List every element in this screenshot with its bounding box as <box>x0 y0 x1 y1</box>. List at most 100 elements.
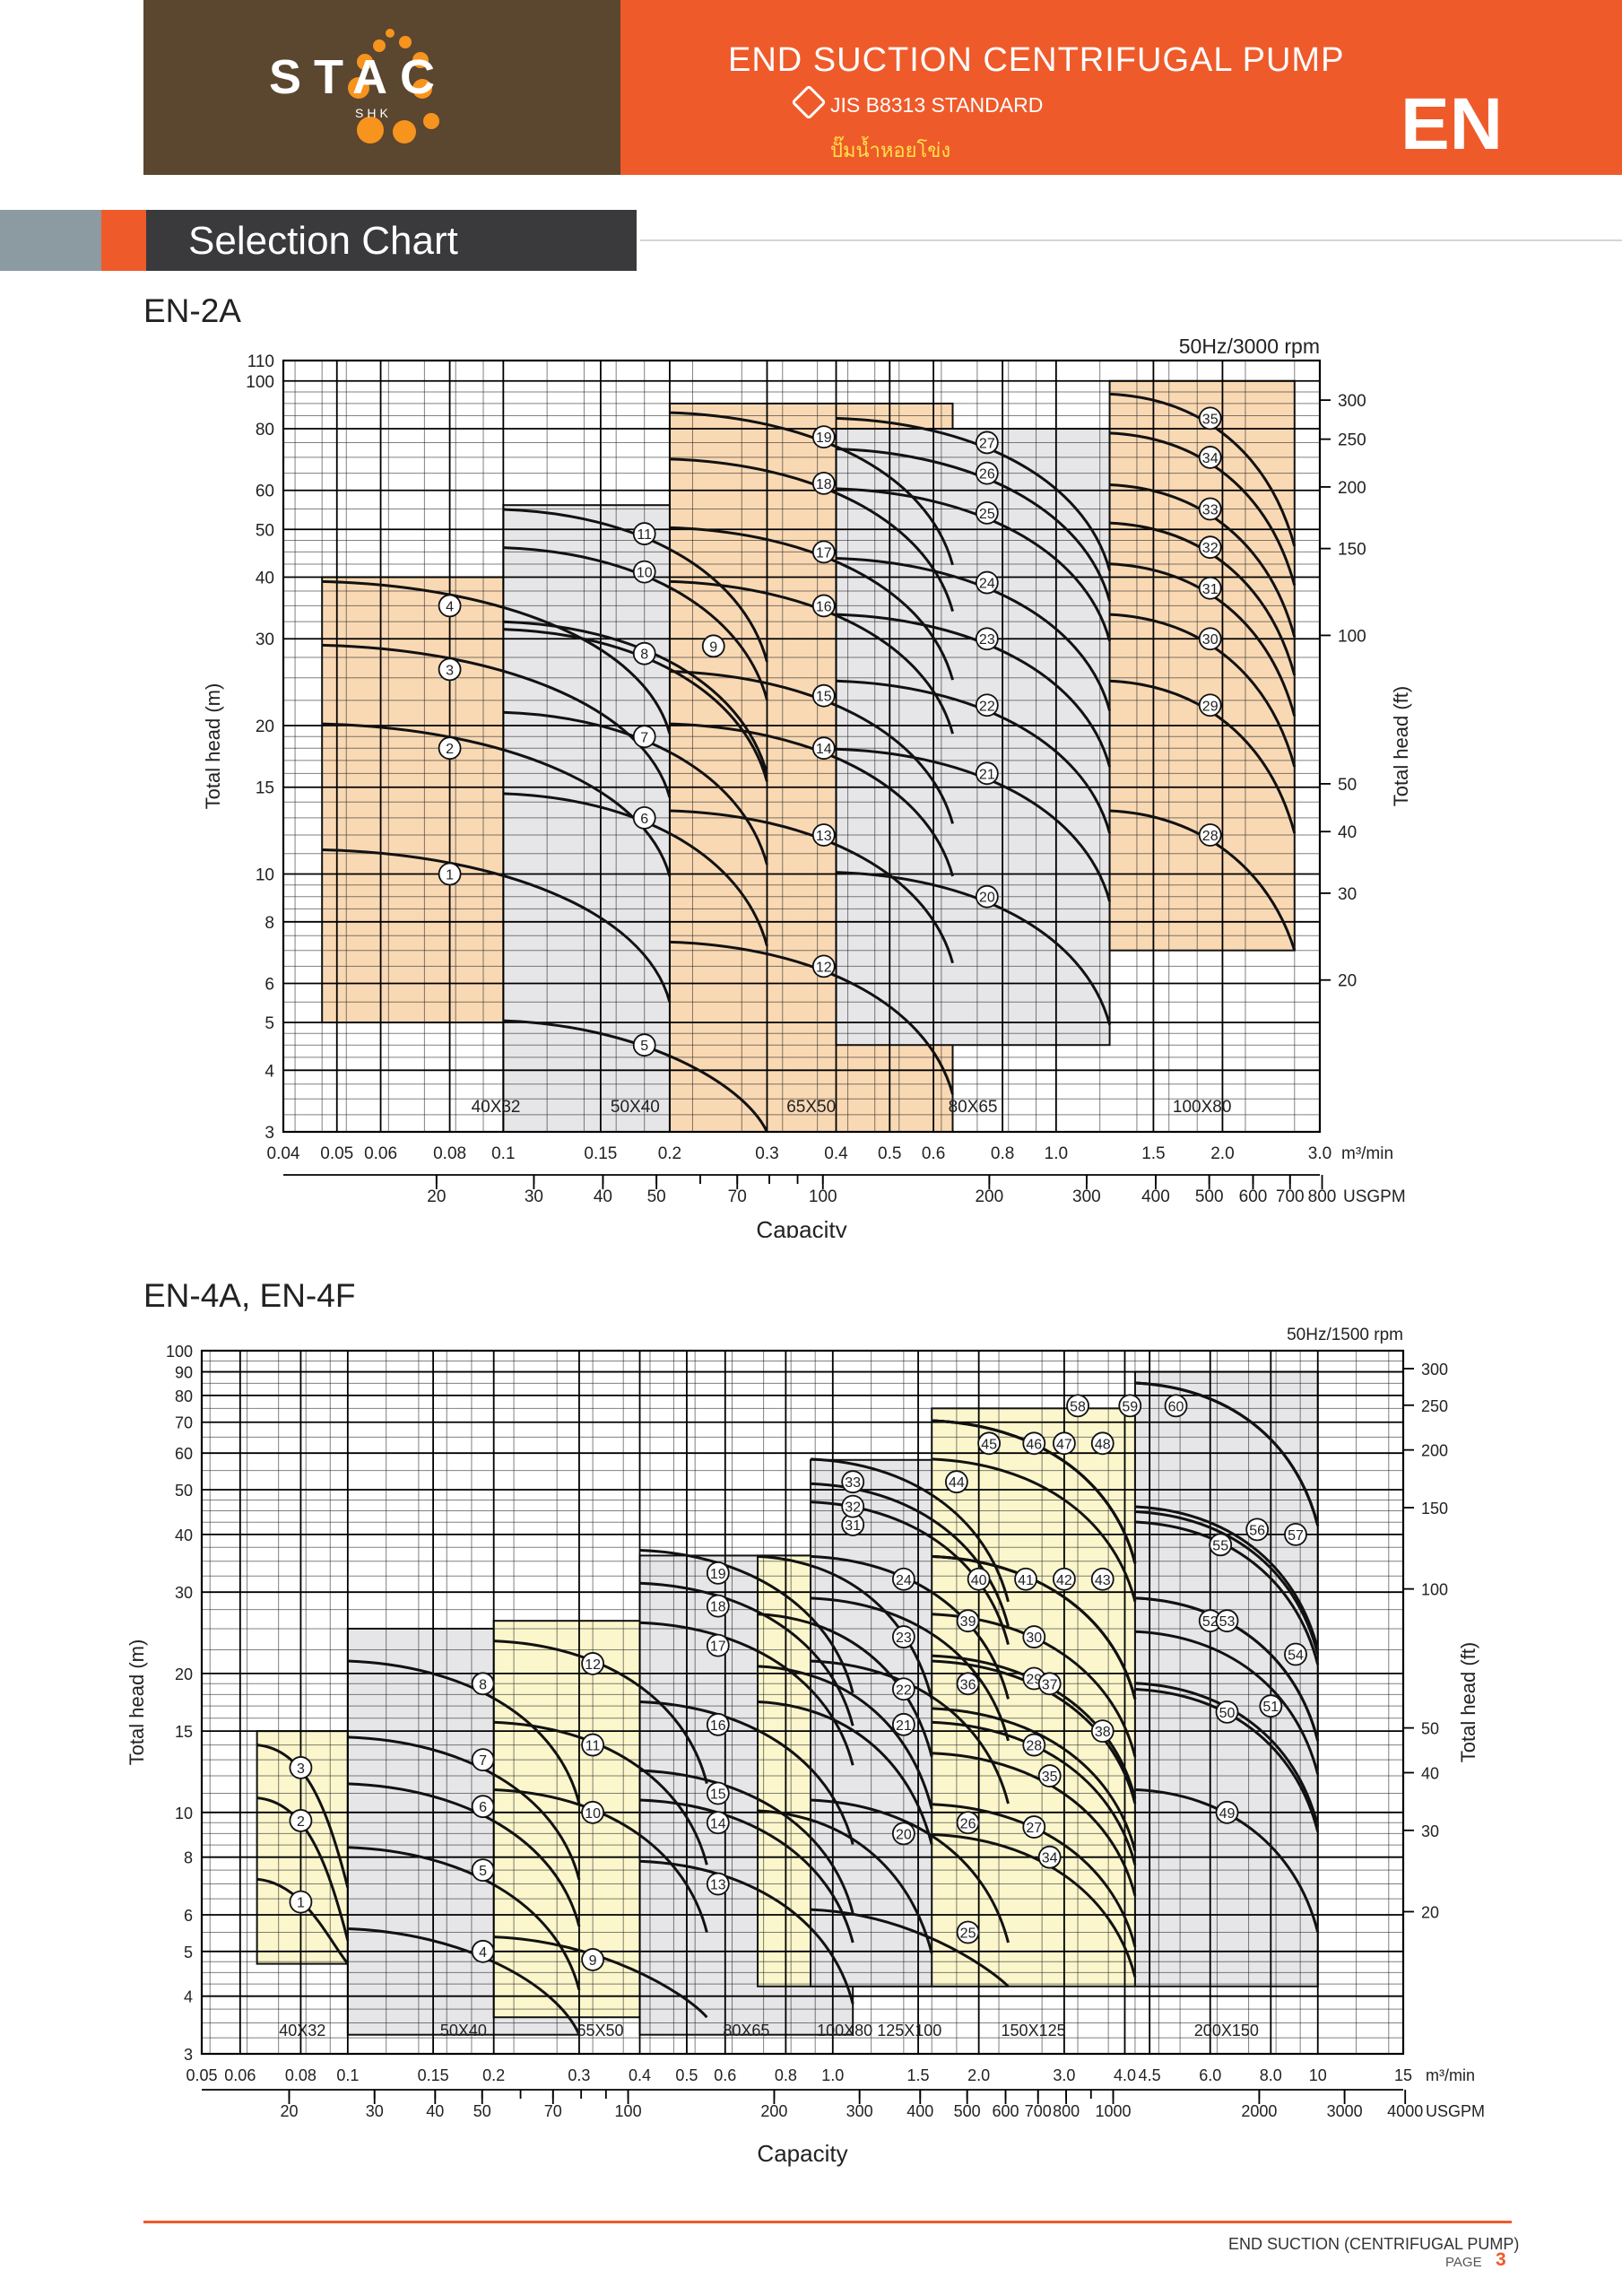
model-number-label: 34 <box>1202 451 1219 466</box>
pump-curve <box>1109 431 1297 587</box>
gpm-tick-label: 100 <box>615 2102 642 2120</box>
model-number-label: 12 <box>585 1657 601 1673</box>
model-number-label: 58 <box>1070 1399 1086 1414</box>
model-number-marker <box>1022 1733 1046 1757</box>
pump-curve <box>1134 1510 1320 1655</box>
y-tick-label: 110 <box>247 352 274 371</box>
chart-title-en2a: EN-2A <box>143 292 241 329</box>
model-number-marker <box>891 1625 915 1648</box>
model-number-marker <box>706 1781 730 1805</box>
pump-curve <box>836 416 1112 571</box>
ft-tick-label: 150 <box>1338 541 1366 560</box>
gpm-tick-label: 600 <box>1239 1187 1268 1206</box>
model-number-marker <box>581 1733 605 1757</box>
model-number-label: 53 <box>1219 1614 1236 1630</box>
pump-curve <box>503 620 768 775</box>
x-unit-label: m³/min <box>1341 1144 1393 1163</box>
model-number-label: 45 <box>981 1437 997 1452</box>
model-number-label: 6 <box>640 812 648 827</box>
model-number-marker <box>841 1470 865 1494</box>
model-number-marker <box>1090 1567 1115 1591</box>
model-number-marker <box>1022 1815 1046 1839</box>
gpm-tick-label: 50 <box>647 1187 666 1206</box>
model-number-label: 37 <box>1042 1677 1058 1692</box>
pipe-size-label: 200X150 <box>1194 2022 1259 2039</box>
gpm-tick-label: 500 <box>954 2102 981 2120</box>
model-number-label: 47 <box>1056 1437 1072 1452</box>
pump-group-region <box>931 1407 1136 1987</box>
pump-curve <box>639 1859 854 2005</box>
speed-label: 50Hz/1500 rpm <box>1287 1326 1403 1344</box>
y-tick-label: 8 <box>265 914 274 933</box>
model-number-label: 7 <box>479 1753 487 1769</box>
x-tick-label: 4.0 <box>1114 2066 1136 2084</box>
pump-curve <box>836 747 1112 902</box>
pump-curve <box>669 526 954 681</box>
pump-curve <box>1134 1630 1320 1775</box>
gpm-tick-label: 2000 <box>1241 2102 1277 2120</box>
ft-tick-label: 150 <box>1421 1500 1448 1518</box>
model-number-marker <box>438 736 462 761</box>
model-number-marker <box>891 1677 915 1701</box>
selection-chart-en4: 40X32 50X40 65X50 80X65 100X80 125X100 150X125… <box>126 1326 1485 2167</box>
model-number-marker <box>1209 1533 1233 1557</box>
pump-curve <box>669 722 954 877</box>
ft-tick-label: 50 <box>1338 776 1357 795</box>
x-tick-label: 4.5 <box>1139 2066 1161 2084</box>
pump-curve <box>1134 1505 1320 1650</box>
model-number-label: 32 <box>845 1500 861 1516</box>
ft-tick-label: 40 <box>1338 823 1357 842</box>
y-tick-label: 30 <box>256 631 274 649</box>
model-number-marker <box>1198 406 1222 430</box>
model-number-marker <box>471 1858 495 1883</box>
model-number-marker <box>811 823 836 847</box>
model-number-label: 10 <box>585 1806 601 1822</box>
pipe-size-label: 100X80 <box>817 2022 872 2039</box>
gpm-tick-label: 500 <box>1195 1187 1224 1206</box>
model-number-marker <box>1198 576 1222 600</box>
x-tick-label: 0.06 <box>224 2066 256 2084</box>
model-number-marker <box>975 761 999 786</box>
model-number-label: 51 <box>1262 1700 1279 1715</box>
model-number-marker <box>1198 693 1222 718</box>
pump-curve <box>1134 1381 1320 1526</box>
x-tick-label: 0.06 <box>364 1144 397 1163</box>
pump-curve <box>669 579 954 735</box>
ft-tick-label: 200 <box>1338 479 1366 498</box>
model-number-label: 35 <box>1042 1770 1058 1785</box>
model-number-marker <box>706 1811 730 1835</box>
ft-tick-label: 50 <box>1421 1720 1439 1738</box>
x-tick-label: 0.08 <box>433 1144 466 1163</box>
logo-dot <box>412 52 429 68</box>
pump-curve <box>810 1554 1010 1700</box>
y-tick-label: 40 <box>256 570 274 588</box>
gpm-tick-label: 20 <box>280 2102 298 2120</box>
model-number-marker <box>706 1594 730 1618</box>
product-title: END SUCTION CENTRIFUGAL PUMP <box>728 41 1345 79</box>
gpm-tick-label: 20 <box>427 1187 446 1206</box>
gpm-tick-label: 300 <box>1072 1187 1101 1206</box>
model-number-label: 39 <box>960 1614 976 1630</box>
gpm-tick-label: 70 <box>544 2102 562 2120</box>
pump-curve <box>757 1809 933 1954</box>
model-number-marker <box>438 594 462 618</box>
pump-curve <box>932 1419 1137 1564</box>
model-number-marker <box>632 522 656 545</box>
gpm-axis <box>283 1174 1323 1189</box>
model-number-label: 30 <box>1026 1631 1042 1646</box>
gpm-tick-label: 800 <box>1308 1187 1337 1206</box>
x-tick-label: 6.0 <box>1199 2066 1221 2084</box>
x-tick-label: 8.0 <box>1260 2066 1282 2084</box>
pump-curve <box>1109 809 1297 952</box>
gpm-tick-label: 200 <box>760 2102 787 2120</box>
y-tick-label: 15 <box>256 779 274 798</box>
pump-curve <box>639 1798 854 1944</box>
model-number-marker <box>706 1633 730 1657</box>
plot-frame <box>282 359 1322 1134</box>
model-number-marker <box>1022 1431 1046 1456</box>
pump-curve <box>503 710 768 865</box>
logo-dot <box>357 54 373 70</box>
logo-dot <box>423 113 439 129</box>
model-number-marker <box>956 1609 980 1633</box>
section-title: Selection Chart <box>188 219 458 263</box>
